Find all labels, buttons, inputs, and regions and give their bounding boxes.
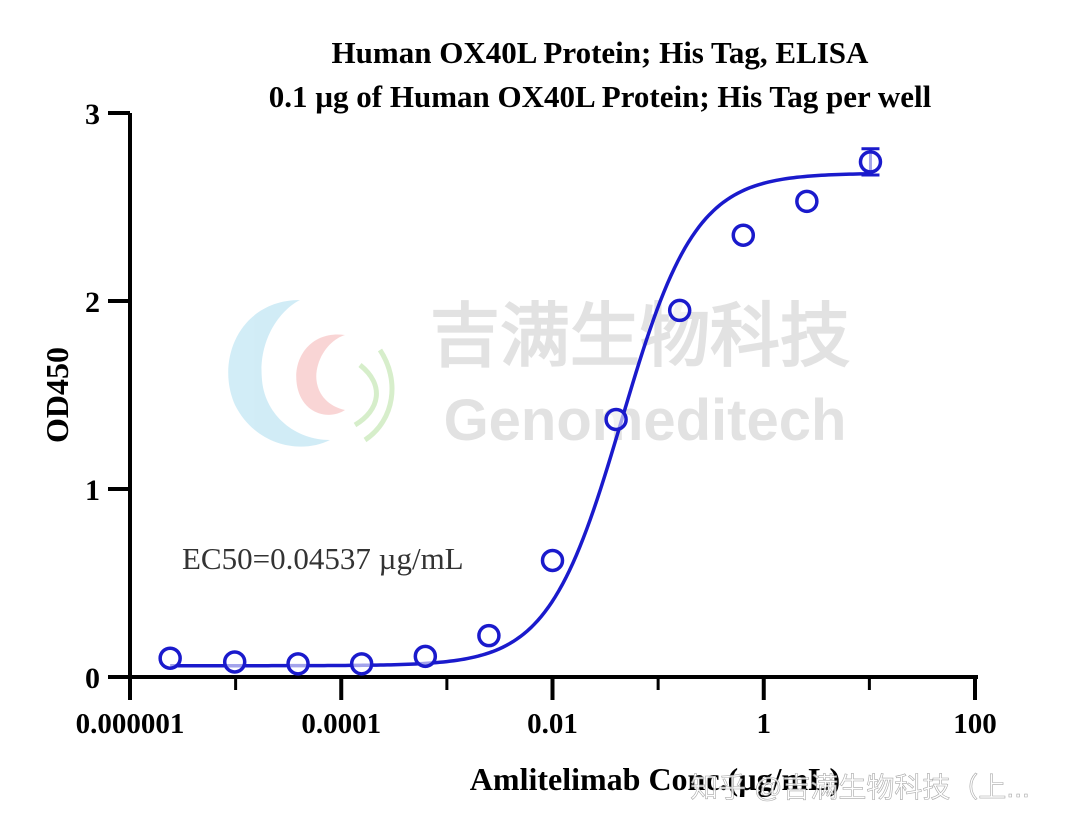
genomeditech-logo — [228, 300, 395, 447]
data-point — [604, 407, 628, 432]
data-point — [286, 652, 310, 676]
data-point — [667, 298, 692, 323]
x-tick-label: 100 — [953, 708, 997, 740]
x-tick-label: 0.0001 — [301, 708, 381, 740]
chart-subtitle: 0.1 µg of Human OX40L Protein; His Tag p… — [269, 79, 932, 114]
data-point — [222, 650, 247, 674]
data-point — [413, 644, 438, 669]
x-tick-label: 1 — [757, 708, 772, 740]
credit-watermark: 知乎 @吉满生物科技（上... — [690, 772, 1030, 803]
data-point — [158, 646, 182, 670]
x-tick-label: 0.01 — [527, 708, 578, 740]
data-point — [858, 150, 883, 174]
y-tick-label: 2 — [85, 286, 100, 319]
data-point — [349, 652, 374, 676]
y-tick-label: 3 — [85, 98, 100, 131]
watermark-english: Genomeditech — [444, 388, 847, 453]
x-tick-label: 0.000001 — [76, 708, 185, 740]
y-axis-label: OD450 — [39, 347, 75, 443]
data-point — [540, 548, 565, 573]
data-point — [731, 223, 756, 247]
y-tick-label: 1 — [85, 474, 100, 507]
x-axis-label: Amlitelimab Conc.(µg/mL) — [470, 761, 840, 797]
y-tick-label: 0 — [85, 662, 100, 695]
ec50-annotation: EC50=0.04537 µg/mL — [182, 541, 464, 576]
chart-title: Human OX40L Protein; His Tag, ELISA — [332, 35, 869, 70]
data-point — [795, 189, 819, 214]
data-point — [477, 623, 501, 648]
